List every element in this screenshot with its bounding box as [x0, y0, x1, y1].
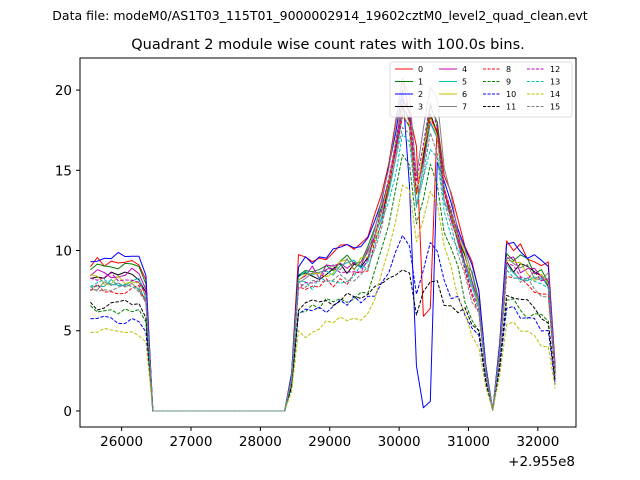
x-tick-label: 27000 — [170, 434, 213, 450]
y-tick-label: 15 — [55, 163, 72, 179]
y-tick-label: 5 — [63, 324, 72, 340]
legend-label-8: 8 — [506, 65, 511, 74]
legend-label-2: 2 — [418, 90, 423, 99]
legend-label-7: 7 — [462, 103, 467, 112]
x-tick-label: 26000 — [100, 434, 143, 450]
y-axis: 0 5 10 15 20 — [55, 83, 80, 420]
x-tick-label: 29000 — [308, 434, 351, 450]
chart-title: Quadrant 2 module wise count rates with … — [131, 37, 525, 53]
legend-label-3: 3 — [418, 103, 423, 112]
series-line-15 — [90, 126, 556, 412]
axes-background — [80, 58, 576, 427]
legend-label-9: 9 — [506, 78, 511, 87]
legend-label-0: 0 — [418, 65, 423, 74]
x-offset-label: +2.955e8 — [508, 454, 575, 470]
legend-label-1: 1 — [418, 78, 423, 87]
legend-label-6: 6 — [462, 90, 467, 99]
figure-suptitle: Data file: modeM0/AS1T03_115T01_90000029… — [52, 8, 587, 23]
legend-label-12: 12 — [550, 65, 560, 74]
legend-label-14: 14 — [550, 90, 560, 99]
legend-label-5: 5 — [462, 78, 467, 87]
legend-label-4: 4 — [462, 65, 467, 74]
x-tick-label: 30000 — [378, 434, 421, 450]
legend-label-15: 15 — [550, 103, 560, 112]
series-line-13 — [90, 133, 556, 412]
x-tick-label: 28000 — [239, 434, 282, 450]
legend-label-13: 13 — [550, 78, 560, 87]
x-tick-label: 32000 — [516, 434, 559, 450]
y-tick-label: 10 — [55, 244, 72, 260]
series-lines — [90, 78, 556, 412]
x-tick-label: 31000 — [447, 434, 490, 450]
legend-box — [389, 61, 573, 118]
x-axis: 26000 27000 28000 29000 30000 31000 32000 — [100, 427, 559, 450]
legend-label-11: 11 — [506, 103, 516, 112]
axes-frame — [79, 57, 577, 428]
y-tick-label: 0 — [63, 404, 72, 420]
y-tick-label: 20 — [55, 83, 72, 99]
legend-label-10: 10 — [506, 90, 516, 99]
